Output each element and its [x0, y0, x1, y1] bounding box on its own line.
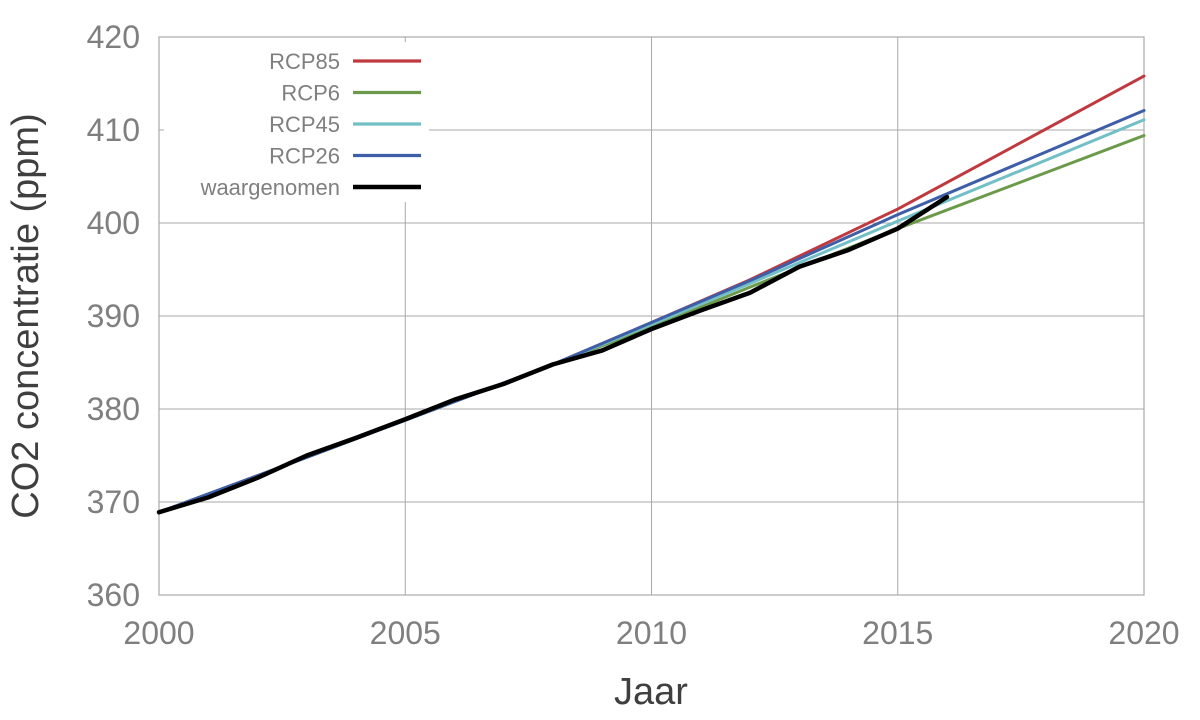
- legend-label-rcp6: RCP6: [281, 81, 340, 106]
- legend-label-rcp45: RCP45: [269, 112, 340, 137]
- y-tick-label: 410: [87, 112, 140, 148]
- legend-label-rcp26: RCP26: [269, 144, 340, 169]
- x-tick-label: 2000: [123, 615, 194, 651]
- tick-label-layer: 2000 2005 2010 2015 2020 360 370 380 390 400 410 42…: [87, 19, 1180, 651]
- y-tick-label: 390: [87, 298, 140, 334]
- plot-area-frame: [158, 36, 1145, 596]
- series-layer: [156, 74, 1146, 515]
- series-line-waargenomen: [156, 194, 950, 515]
- y-tick-label: 380: [87, 391, 140, 427]
- x-tick-label: 2005: [370, 615, 441, 651]
- x-tick-label: 2010: [616, 615, 687, 651]
- y-tick-label: 420: [87, 19, 140, 55]
- x-tick-label: 2015: [862, 615, 933, 651]
- y-tick-label: 370: [87, 484, 140, 520]
- y-axis-title: CO2 concentratie (ppm): [5, 113, 47, 519]
- legend-label-rcp85: RCP85: [269, 49, 340, 74]
- x-tick-label: 2020: [1108, 615, 1179, 651]
- legend-label-waargenomen: waargenomen: [200, 175, 340, 200]
- y-tick-label: 360: [87, 577, 140, 613]
- legend-background: [164, 42, 429, 202]
- x-axis-title: Jaar: [614, 671, 688, 713]
- y-tick-label: 400: [87, 205, 140, 241]
- legend: RCP85 RCP6 RCP45 RCP26 waargenomen: [164, 42, 429, 202]
